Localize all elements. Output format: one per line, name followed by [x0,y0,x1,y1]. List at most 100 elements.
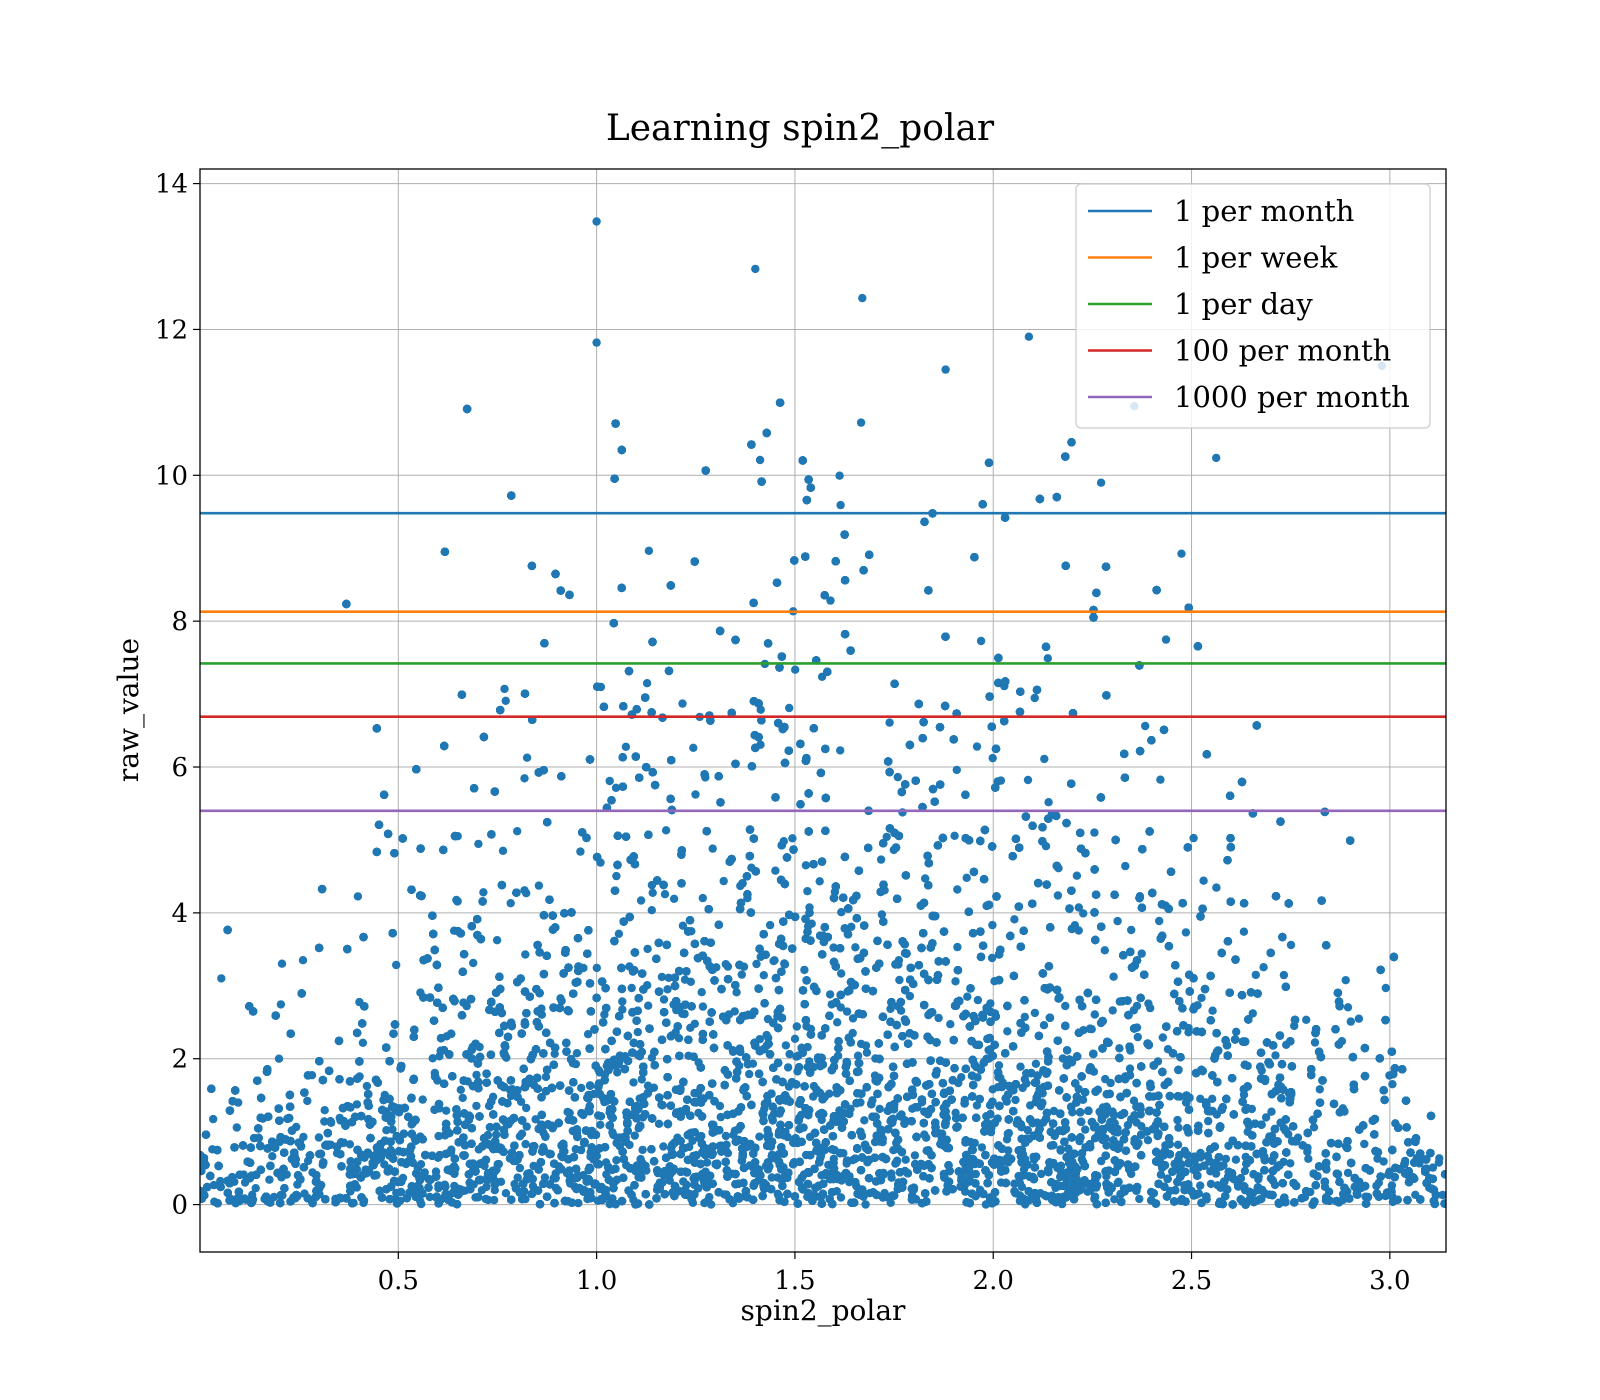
scatter-point [698,1002,708,1011]
scatter-point [1081,1125,1090,1134]
scatter-point [1435,1154,1444,1163]
scatter-point [425,1192,434,1202]
scatter-point [767,1173,776,1182]
scatter-point [1053,891,1063,900]
scatter-point [572,1049,582,1058]
scatter-point [1132,1001,1142,1011]
scatter-point [759,971,768,980]
scatter-point [276,1000,286,1009]
scatter-point [1072,871,1082,880]
scatter-point [583,1030,593,1039]
scatter-point [1247,1104,1257,1114]
scatter-point [1149,1189,1159,1198]
scatter-point [765,920,775,930]
scatter-point [614,929,624,938]
scatter-point [680,975,690,984]
scatter-point [1177,549,1186,558]
scatter-point [621,742,631,751]
scatter-point [320,1117,329,1126]
scatter-point [358,1038,368,1048]
scatter-point [1133,1032,1143,1042]
scatter-point [522,1103,531,1113]
scatter-point [994,1061,1004,1070]
scatter-point [680,1144,689,1153]
scatter-point [474,839,483,849]
scatter-points [200,217,1446,1209]
scatter-point [1090,828,1099,837]
scatter-point [887,1169,896,1178]
scatter-point [1196,1181,1205,1190]
scatter-point [1221,1154,1231,1164]
scatter-point [1428,1163,1438,1172]
scatter-point [618,1005,627,1014]
scatter-point [633,1027,642,1037]
scatter-point [1372,1181,1381,1191]
scatter-point [1102,1141,1111,1150]
scatter-point [953,885,962,894]
scatter-point [785,703,794,713]
scatter-point [745,1069,754,1079]
scatter-point [1373,1154,1382,1163]
scatter-point [647,906,656,915]
scatter-point [1271,1051,1280,1060]
scatter-point [1143,1136,1153,1145]
scatter-point [988,920,997,930]
scatter-point [596,1112,606,1121]
scatter-point [472,1101,481,1111]
scatter-point [1114,1177,1123,1187]
scatter-point [721,1131,731,1141]
scatter-point [833,1018,842,1027]
scatter-point [627,983,636,993]
scatter-point [1270,1180,1280,1190]
scatter-point [697,988,706,997]
scatter-point [970,1138,979,1148]
scatter-point [794,1051,803,1060]
scatter-point [1156,775,1165,784]
scatter-point [501,1189,511,1198]
scatter-point [659,1142,668,1151]
scatter-point [1096,478,1106,487]
scatter-point [1137,949,1146,958]
scatter-point [481,1194,490,1204]
scatter-point [702,1158,712,1167]
scatter-point [837,908,846,917]
scatter-point [608,1128,617,1137]
scatter-point [1022,1079,1031,1088]
grid-lines [200,169,1446,1252]
scatter-point [755,1132,764,1141]
scatter-point [1011,1095,1020,1105]
scatter-point [1343,1003,1353,1012]
scatter-point [877,910,887,919]
scatter-point [665,1176,674,1185]
scatter-point [1212,883,1221,892]
scatter-point [1155,916,1164,926]
scatter-point [517,1129,527,1138]
scatter-point [277,959,287,968]
scatter-point [708,844,717,853]
scatter-point [1239,927,1249,936]
scatter-point [882,832,891,842]
scatter-point [1354,1014,1364,1023]
scatter-point [1064,1144,1073,1153]
scatter-point [498,846,508,855]
scatter-point [303,1096,312,1106]
scatter-point [1061,1001,1070,1011]
scatter-point [1090,1010,1100,1019]
scatter-point [835,471,844,480]
scatter-point [698,893,707,903]
scatter-point [1181,928,1191,937]
scatter-point [1141,721,1150,731]
scatter-point [953,942,962,952]
scatter-point [531,1115,540,1124]
scatter-point [762,1030,771,1040]
scatter-point [861,1041,871,1050]
scatter-point [1108,1006,1117,1015]
scatter-point [910,1151,920,1160]
scatter-point [612,871,621,881]
scatter-point [500,684,509,694]
scatter-point [723,962,733,971]
scatter-point [860,1116,869,1125]
scatter-point [392,960,401,970]
scatter-point [417,1199,426,1209]
scatter-point [1240,1166,1250,1176]
